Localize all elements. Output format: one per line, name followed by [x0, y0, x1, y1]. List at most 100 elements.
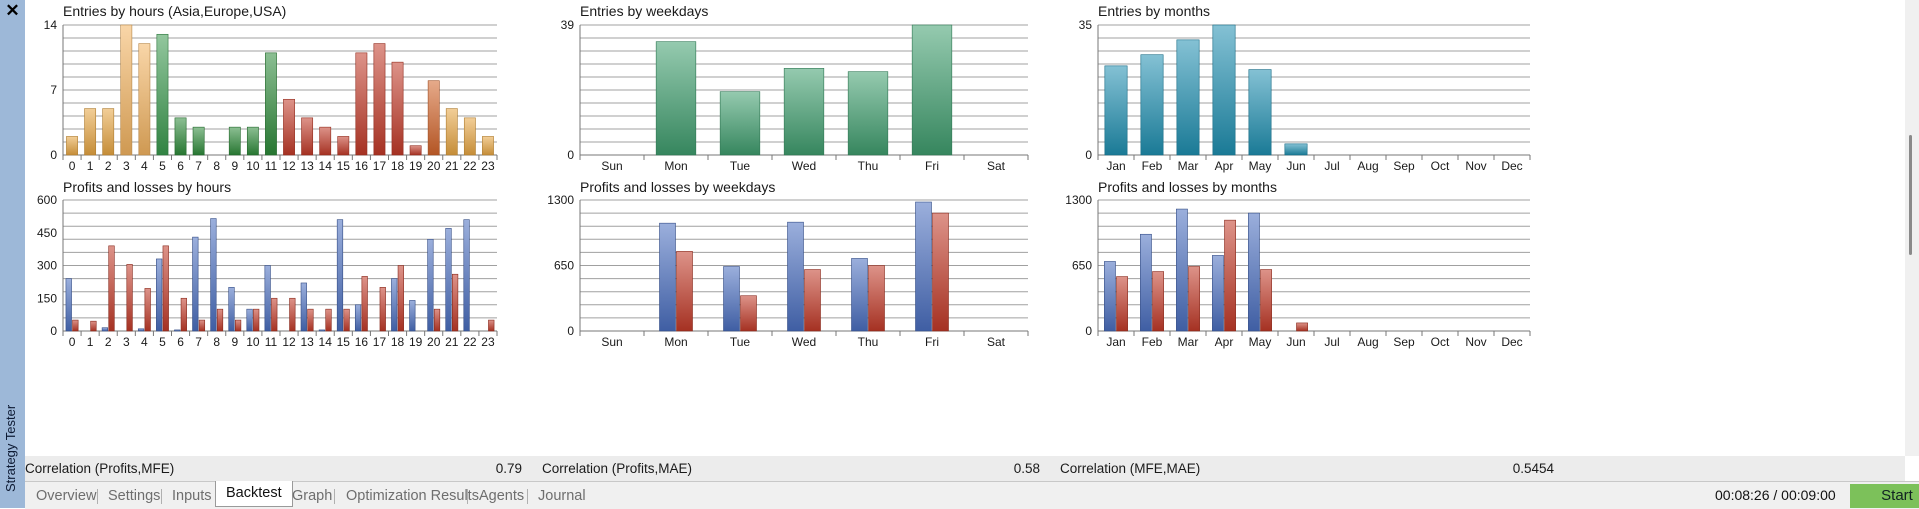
x-tick-label: Sun [601, 335, 622, 349]
charts-area: Entries by hours (Asia,Europe,USA) 0 7 14 0 1… [25, 0, 1905, 456]
vertical-scrollbar[interactable] [1905, 0, 1919, 456]
loss-bar [271, 297, 278, 332]
x-tick-label: Thu [858, 335, 879, 349]
correlation-profits-mfe-value: 0.79 [495, 461, 522, 476]
y-tick-label: 650 [554, 259, 574, 273]
y-tick-label: 7 [50, 83, 57, 97]
tab-separator [334, 489, 335, 504]
x-tick-label: 14 [319, 335, 333, 349]
correlation-mfe-mae-value: 0.5454 [1512, 461, 1554, 476]
bar [156, 33, 169, 156]
tab-optimization-results[interactable]: Optimization Results [346, 488, 479, 504]
bar [84, 108, 97, 156]
bar [719, 91, 761, 156]
loss-bar [397, 265, 404, 332]
tab-journal[interactable]: Journal [538, 488, 586, 504]
y-tick-label: 39 [561, 18, 575, 32]
x-tick-label: Apr [1215, 159, 1234, 173]
correlation-profits-mae-value: 0.58 [1013, 461, 1040, 476]
profit-bar [174, 329, 181, 332]
profit-bar [65, 278, 72, 332]
x-tick-label: 23 [481, 335, 495, 349]
x-tick-label: 17 [373, 159, 387, 173]
scrollbar-thumb[interactable] [1909, 135, 1912, 255]
x-tick-label: 14 [319, 159, 333, 173]
bar [192, 126, 205, 156]
profit-bar [659, 222, 676, 332]
y-tick-label: 300 [37, 259, 57, 273]
correlation-profits-mfe-label: Correlation (Profits,MFE) [25, 461, 175, 476]
bar [1248, 69, 1272, 156]
x-tick-label: 10 [246, 335, 260, 349]
tab-settings[interactable]: Settings [108, 488, 161, 504]
tab-graph[interactable]: Graph [292, 488, 333, 504]
x-tick-label: 0 [69, 159, 76, 173]
bar [1104, 65, 1128, 156]
x-tick-label: 1 [87, 159, 94, 173]
profit-bar [409, 300, 416, 332]
tab-inputs[interactable]: Inputs [172, 488, 212, 504]
correlation-profits-mae-label: Correlation (Profits,MAE) [542, 461, 693, 476]
x-tick-label: 6 [177, 335, 184, 349]
bar [120, 24, 133, 156]
profit-bar [192, 236, 199, 332]
start-button[interactable]: Start [1850, 484, 1919, 508]
chart-title: Entries by months [1098, 3, 1210, 19]
profit-bar [228, 287, 235, 332]
x-tick-label: Oct [1431, 335, 1450, 349]
x-tick-label: 0 [69, 335, 76, 349]
x-tick-label: 12 [282, 335, 296, 349]
profit-bar [915, 201, 932, 332]
profit-bar [787, 221, 804, 332]
profit-bar [210, 218, 217, 332]
x-tick-label: Jan [1106, 335, 1125, 349]
x-tick-label: 3 [123, 335, 130, 349]
y-tick-label: 0 [1085, 148, 1092, 162]
x-tick-label: 22 [463, 159, 477, 173]
x-tick-label: 16 [355, 159, 369, 173]
panel-title: Strategy Tester [3, 404, 18, 492]
loss-bar [1116, 276, 1128, 332]
x-tick-label: 18 [391, 335, 405, 349]
bar [1176, 39, 1200, 156]
tab-overview[interactable]: Overview [36, 488, 97, 504]
x-tick-label: 18 [391, 159, 405, 173]
close-icon[interactable]: ✕ [5, 1, 20, 20]
loss-bar [289, 297, 296, 332]
x-tick-label: 10 [246, 159, 260, 173]
x-tick-label: 8 [213, 335, 220, 349]
x-tick-label: 7 [195, 159, 202, 173]
loss-bar [676, 251, 693, 332]
y-tick-label: 650 [1072, 259, 1092, 273]
x-tick-label: Nov [1465, 335, 1486, 349]
x-tick-label: 11 [265, 335, 278, 349]
profit-bar [463, 219, 470, 332]
x-tick-label: 20 [427, 335, 441, 349]
chart-title: Entries by weekdays [580, 3, 708, 19]
profit-bar [1248, 212, 1260, 332]
profit-bar [264, 265, 271, 332]
x-tick-label: Jun [1286, 335, 1305, 349]
tab-separator [97, 489, 98, 504]
x-tick-label: Mar [1178, 159, 1199, 173]
profit-bar [137, 328, 145, 332]
loss-bar [804, 269, 821, 332]
x-tick-label: Apr [1215, 335, 1234, 349]
tab-agents[interactable]: Agents [479, 488, 525, 504]
x-tick-label: Wed [792, 335, 816, 349]
loss-bar [72, 319, 79, 332]
loss-bar [234, 319, 242, 332]
loss-bar [868, 265, 885, 332]
tab-backtest[interactable]: Backtest [215, 481, 293, 507]
tab-bar: Overview Settings Inputs Backtest Graph … [25, 481, 1919, 509]
profit-bar [354, 304, 362, 332]
x-tick-label: Jun [1286, 159, 1305, 173]
tab-separator [467, 489, 468, 504]
x-tick-label: 4 [141, 335, 148, 349]
loss-bar [932, 212, 949, 332]
x-tick-label: 19 [409, 159, 423, 173]
profit-bar [445, 228, 452, 332]
loss-bar [1188, 266, 1200, 332]
x-tick-label: 6 [177, 159, 184, 173]
